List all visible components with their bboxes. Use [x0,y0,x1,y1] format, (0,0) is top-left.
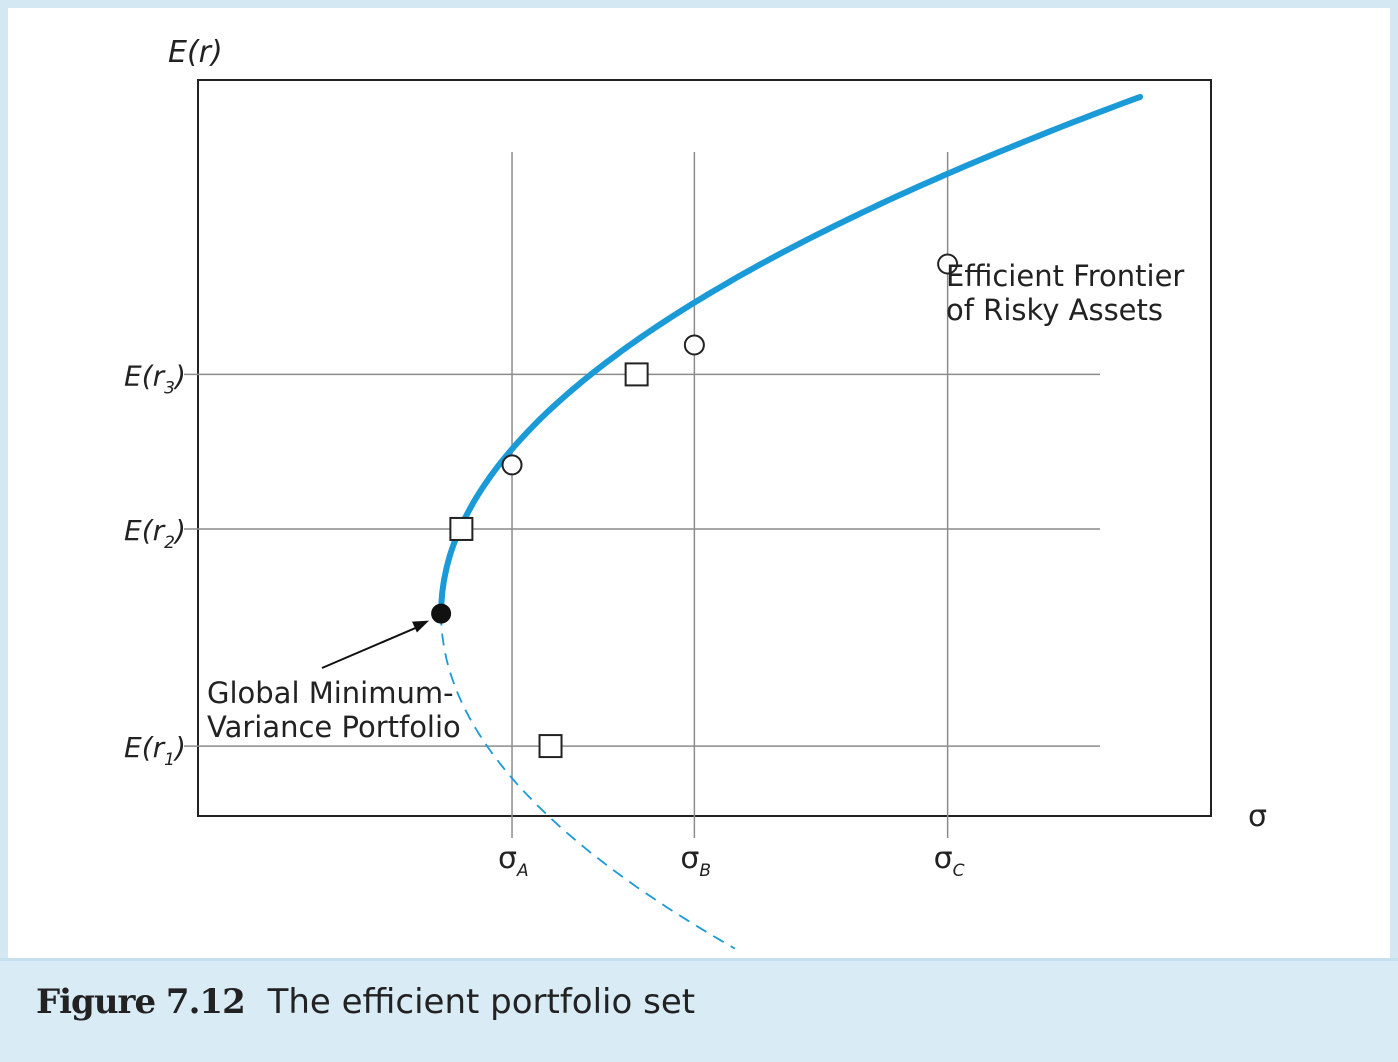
y-tick-sub-1: 2 [164,533,175,553]
y-tick-sub-2: 3 [164,378,175,398]
y-tick-close-0: ) [173,731,186,764]
x-tick-label-0: σA [498,841,529,881]
gmv-point [431,603,452,624]
circle-point-0 [501,454,523,476]
x-tick-sub-1: B [699,861,711,881]
gmv-arrow-line [321,624,422,669]
y-tick-label-1: E(r2) [124,514,186,553]
circle-point-2 [937,253,959,275]
gmv-arrow-head [412,620,430,633]
y-tick-sub-0: 1 [164,750,175,770]
y-tick-close-1: ) [173,514,186,547]
circle-point-1 [683,334,705,356]
frontier-label-line-0: Efficient Frontier [946,259,1184,293]
figure-title: The efficient portfolio set [267,982,696,1022]
figure-caption: Figure 7.12 The efficient portfolio set [36,982,695,1022]
caption-band [0,958,1398,1062]
y-tick-label-0: E(r1) [124,731,186,770]
y-tick-label-2: E(r3) [124,359,186,398]
x-tick-sub-0: A [516,861,529,881]
plot-area [197,79,1212,817]
square-point-0 [449,516,474,541]
chart-svg: σA σB σC E(r1) E(r2) E(r3) E(r) σ Global Minimum… [124,35,1267,950]
y-axis-title: E(r) [168,35,223,70]
square-point-2 [538,734,563,759]
x-tick-sub-2: C [953,861,965,881]
gmv-label-line-1: Variance Portfolio [207,710,461,744]
square-point-1 [624,362,649,387]
x-tick-label-2: σC [934,841,965,881]
markers [431,253,959,759]
gmv-label-line-0: Global Minimum- [207,676,454,710]
inefficient-frontier-curve [440,613,736,950]
y-tick-close-2: ) [173,359,186,392]
x-tick-label-1: σB [680,841,711,881]
frontier-label-line-1: of Risky Assets [946,293,1163,327]
figure-number: Figure 7.12 [36,982,246,1022]
x-axis-title: σ [1248,799,1267,834]
